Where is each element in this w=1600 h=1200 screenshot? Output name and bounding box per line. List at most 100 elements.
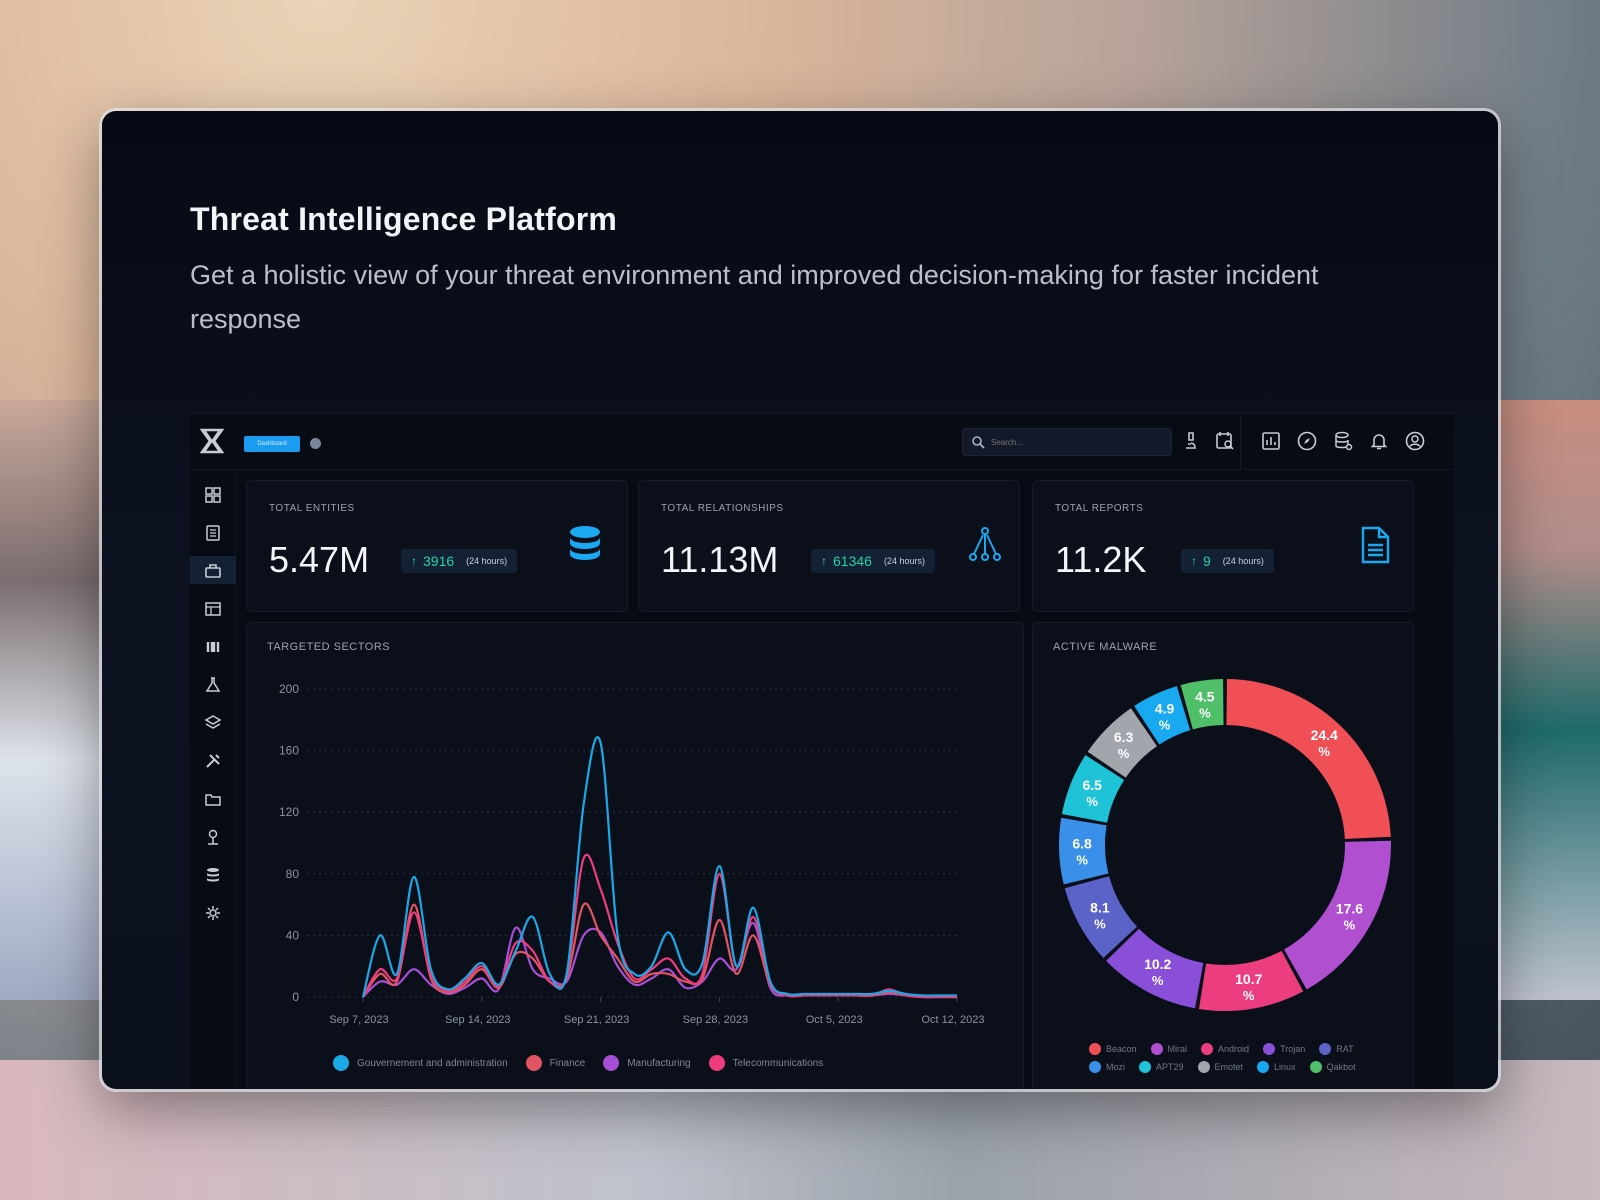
slice-unit: % xyxy=(1199,705,1211,720)
sidebar-item-database[interactable] xyxy=(190,860,236,888)
calendar-search-icon[interactable] xyxy=(1214,430,1236,452)
slice-qakbot[interactable] xyxy=(1180,679,1224,730)
legend-swatch xyxy=(1201,1043,1214,1055)
y-tick-label: 200 xyxy=(279,682,299,696)
legend-item[interactable]: Linux xyxy=(1257,1061,1296,1073)
stat-value: 11.13M xyxy=(661,539,779,580)
stat-delta-period: (24 hours) xyxy=(466,556,508,566)
active-malware-chart[interactable]: 24.4%17.6%10.7%10.2%8.1%6.8%6.5%6.3%4.9%… xyxy=(1033,663,1413,1033)
series-line-manufacturing[interactable] xyxy=(362,921,957,999)
slice-unit: % xyxy=(1243,988,1255,1003)
sidebar-item-briefcase[interactable] xyxy=(190,556,236,584)
slice-label: 10.7 xyxy=(1235,971,1262,987)
y-tick-label: 0 xyxy=(292,990,299,1004)
chart-legend: Gouvernement and administration Finance Ma… xyxy=(333,1055,823,1071)
dashboard-tab[interactable]: Dashboard xyxy=(244,436,300,452)
slice-android[interactable] xyxy=(1198,950,1304,1011)
legend-item[interactable]: Beacon xyxy=(1089,1043,1137,1055)
dashboard-icon xyxy=(205,487,221,503)
stat-delta-period: (24 hours) xyxy=(883,556,925,566)
legend-swatch xyxy=(1089,1061,1101,1073)
showcase-card: Threat Intelligence Platform Get a holis… xyxy=(102,111,1498,1089)
legend-label: Android xyxy=(1218,1044,1250,1054)
legend-item[interactable]: Emotet xyxy=(1197,1061,1243,1073)
compass-icon[interactable] xyxy=(1296,430,1318,452)
legend-label: RAT xyxy=(1336,1044,1354,1054)
slice-label: 6.5 xyxy=(1082,777,1102,793)
sidebar-item-dashboard[interactable] xyxy=(190,480,236,508)
microscope-icon[interactable] xyxy=(1180,430,1202,452)
binoculars-icon xyxy=(206,642,220,652)
slice-mozi[interactable] xyxy=(1059,817,1109,885)
x-tick-label: Sep 21, 2023 xyxy=(564,1014,629,1026)
stat-card-relationships[interactable]: TOTAL RELATIONSHIPS 11.13M ↑ 61346 (24 h… xyxy=(638,480,1020,612)
sidebar-item-binoculars[interactable] xyxy=(190,632,236,660)
slice-mirai[interactable] xyxy=(1284,840,1391,990)
targeted-sectors-chart[interactable]: 0 40 80 120 160 200 Sep 7, 2023 Sep 14, 2023 Sep… xyxy=(247,663,1023,1053)
stat-card-entities[interactable]: TOTAL ENTITIES 5.47M ↑ 3916 (24 hours) xyxy=(246,480,628,612)
search-box[interactable] xyxy=(962,428,1172,456)
legend-item[interactable]: Mozi xyxy=(1089,1061,1125,1073)
series-line-telecommunications[interactable] xyxy=(362,853,957,999)
legend-swatch xyxy=(708,1055,725,1071)
legend-item[interactable]: Finance xyxy=(525,1055,586,1071)
slice-label: 17.6 xyxy=(1336,900,1363,916)
sidebar-item-folder[interactable] xyxy=(190,784,236,812)
slice-trojan[interactable] xyxy=(1106,928,1204,1009)
layers-icon xyxy=(204,715,222,729)
slice-apt29[interactable] xyxy=(1061,755,1125,823)
legend-item[interactable]: Gouvernement and administration xyxy=(333,1055,508,1071)
sidebar-item-layers[interactable] xyxy=(190,708,236,736)
sidebar-item-tools[interactable] xyxy=(190,746,236,774)
x-tick-label: Sep 7, 2023 xyxy=(329,1014,388,1026)
slice-beacon[interactable] xyxy=(1226,679,1391,840)
legend-item[interactable]: Qakbot xyxy=(1309,1061,1356,1073)
legend-item[interactable]: Mirai xyxy=(1150,1043,1187,1055)
legend-item[interactable]: Telecommunications xyxy=(708,1055,823,1071)
sidebar-item-table[interactable] xyxy=(190,594,236,622)
series-line-gouvernement-and-administration[interactable] xyxy=(361,736,957,998)
series-line-finance[interactable] xyxy=(362,902,957,999)
legend-item[interactable]: Android xyxy=(1201,1043,1249,1055)
y-tick-label: 80 xyxy=(286,867,300,881)
user-account-icon[interactable] xyxy=(1404,430,1426,452)
dashboard-app: Dashboard xyxy=(190,413,1454,1089)
hero-subtitle: Get a holistic view of your threat envir… xyxy=(190,260,1319,334)
legend-label: Trojan xyxy=(1280,1044,1306,1054)
chart-icon[interactable] xyxy=(1260,430,1282,452)
logo-icon[interactable] xyxy=(200,428,224,454)
stat-value: 11.2K xyxy=(1055,539,1147,580)
database-settings-icon[interactable] xyxy=(1332,430,1354,452)
legend-item[interactable]: Manufacturing xyxy=(603,1055,691,1071)
sidebar-item-settings[interactable] xyxy=(190,898,236,926)
legend-swatch xyxy=(1139,1061,1152,1073)
slice-linux[interactable] xyxy=(1134,686,1191,745)
search-input[interactable] xyxy=(991,434,1161,450)
legend-label: Finance xyxy=(549,1057,586,1069)
reports-icon xyxy=(206,525,220,541)
legend-item[interactable]: RAT xyxy=(1319,1043,1354,1055)
database-icon xyxy=(207,868,219,882)
toolbar-separator xyxy=(1240,414,1241,470)
legend-label: Manufacturing xyxy=(627,1057,691,1069)
legend-swatch xyxy=(603,1055,620,1071)
x-tick-label: Sep 14, 2023 xyxy=(445,1014,510,1026)
tools-icon xyxy=(206,754,220,768)
slice-rat[interactable] xyxy=(1064,876,1138,958)
sidebar-item-reports[interactable] xyxy=(190,518,236,546)
x-tick-label: Oct 12, 2023 xyxy=(922,1014,985,1026)
top-bar: Dashboard xyxy=(190,414,1454,470)
sidebar-item-user-desk[interactable] xyxy=(190,822,236,850)
legend-item[interactable]: APT29 xyxy=(1139,1061,1184,1073)
y-tick-label: 160 xyxy=(279,744,299,758)
search-icon xyxy=(972,436,985,449)
slice-emotet[interactable] xyxy=(1087,708,1157,778)
bell-icon[interactable] xyxy=(1368,430,1390,452)
legend-item[interactable]: Trojan xyxy=(1263,1043,1305,1055)
legend-label: Linux xyxy=(1274,1062,1296,1072)
sidebar-item-flask[interactable] xyxy=(190,670,236,698)
legend-label: Beacon xyxy=(1106,1044,1137,1054)
user-desk-icon xyxy=(208,829,218,845)
stat-card-reports[interactable]: TOTAL REPORTS 11.2K ↑ 9 (24 hours) xyxy=(1032,480,1414,612)
slice-label: 10.2 xyxy=(1144,956,1171,972)
